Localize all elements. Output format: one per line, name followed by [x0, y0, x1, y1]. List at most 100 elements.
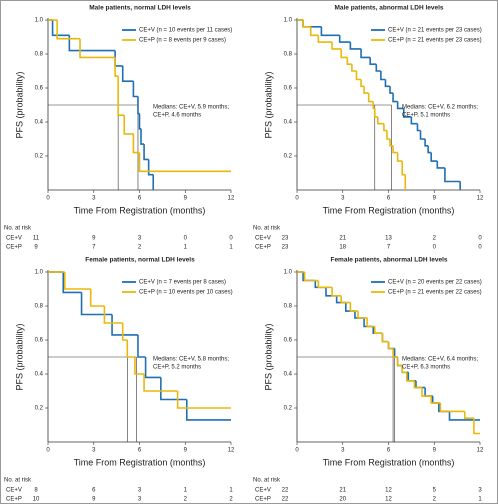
- survival-step: [405, 372, 415, 382]
- risk-value: 10: [33, 497, 40, 503]
- x-axis-label: Time From Registration (months): [323, 205, 455, 215]
- survival-step: [439, 402, 465, 413]
- survival-step: [314, 280, 326, 289]
- risk-value: 0: [433, 245, 437, 251]
- risk-row-label: CE+V: [255, 488, 271, 494]
- survival-step: [340, 48, 348, 59]
- panel-title: Female patients, normal LDH levels: [85, 257, 195, 264]
- y-tick-label: 1.0: [284, 270, 293, 276]
- survival-step: [143, 144, 149, 161]
- y-tick-label: 0.6: [35, 86, 44, 92]
- risk-value: 20: [339, 497, 346, 503]
- risk-row-label: CE+P: [6, 245, 22, 251]
- risk-value: 1: [478, 497, 482, 503]
- risk-value: 7: [387, 245, 391, 251]
- survival-step: [114, 57, 119, 77]
- risk-value: 3: [138, 488, 142, 494]
- survival-step: [383, 123, 387, 132]
- survival-step: [354, 311, 365, 319]
- median-annotation: CE+P, 6.3 months: [402, 365, 450, 371]
- survival-step: [121, 323, 128, 341]
- survival-step: [103, 306, 123, 324]
- risk-value: 23: [282, 236, 289, 242]
- y-tick-label: 0.4: [35, 120, 44, 126]
- y-axis-label: PFS (probability): [14, 71, 24, 138]
- risk-value: 2: [138, 245, 142, 251]
- median-annotation: Medians: CE+V, 5.9 months;: [153, 105, 229, 111]
- survival-step: [317, 35, 333, 43]
- risk-value: 21: [339, 236, 346, 242]
- x-tick-label: 12: [228, 448, 235, 454]
- risk-value: 18: [339, 245, 346, 251]
- y-tick-label: 0.8: [284, 304, 293, 310]
- survival-step: [114, 50, 123, 67]
- survival-step: [436, 161, 445, 169]
- survival-step: [393, 348, 398, 358]
- survival-step: [143, 374, 178, 392]
- legend-label: CE+V (n = 20 events per 22 cases): [388, 280, 482, 286]
- survival-step: [126, 340, 135, 358]
- risk-value: 13: [385, 236, 392, 242]
- survival-step: [421, 387, 432, 397]
- x-tick-label: 3: [341, 196, 345, 202]
- risk-row-label: CE+V: [6, 488, 22, 494]
- survival-step: [373, 108, 378, 118]
- risk-value: 2: [433, 497, 437, 503]
- survival-step: [363, 317, 374, 328]
- x-tick-label: 6: [387, 448, 391, 454]
- survival-step: [160, 377, 187, 401]
- survival-step: [375, 64, 381, 72]
- risk-value: 0: [184, 236, 188, 242]
- survival-step: [363, 86, 369, 94]
- survival-step: [303, 272, 319, 282]
- legend-label: CE+P (n = 10 events per 10 cases): [139, 290, 233, 296]
- survival-step: [320, 26, 340, 37]
- survival-step: [392, 93, 398, 103]
- panel-title: Female patients, abnormal LDH levels: [330, 257, 447, 264]
- survival-step: [349, 302, 358, 312]
- survival-step: [396, 152, 403, 162]
- survival-step: [392, 145, 398, 154]
- survival-step: [392, 348, 398, 358]
- survival-step: [140, 128, 145, 145]
- median-annotation: Medians: CE+V, 6.2 months;: [402, 105, 478, 111]
- x-tick-label: 0: [46, 448, 50, 454]
- survival-step: [317, 280, 333, 289]
- survival-step: [396, 101, 404, 110]
- survival-step: [430, 396, 441, 404]
- survival-step: [410, 116, 418, 125]
- risk-value: 9: [92, 497, 96, 503]
- survival-step: [384, 79, 391, 88]
- x-tick-label: 0: [46, 196, 50, 202]
- y-tick-label: 0.2: [35, 154, 44, 160]
- survival-step: [367, 93, 374, 103]
- survival-step: [387, 341, 395, 350]
- median-annotation: CE+P, 4.6 months: [153, 113, 201, 119]
- survival-step: [373, 326, 383, 335]
- survival-step: [137, 334, 146, 358]
- x-tick-label: 12: [477, 196, 484, 202]
- risk-value: 0: [478, 245, 482, 251]
- risk-value: 2: [433, 236, 437, 242]
- x-axis-label: Time From Registration (months): [323, 457, 455, 467]
- y-tick-label: 0.4: [35, 372, 44, 378]
- survival-step: [396, 357, 403, 367]
- x-tick-label: 3: [92, 448, 96, 454]
- risk-title: No. at risk: [4, 226, 32, 232]
- survival-step: [448, 411, 480, 421]
- x-tick-label: 0: [295, 196, 299, 202]
- y-tick-label: 0.2: [284, 406, 293, 412]
- survival-step: [340, 295, 351, 304]
- y-tick-label: 0.6: [35, 338, 44, 344]
- survival-step: [121, 65, 134, 82]
- survival-step: [138, 152, 231, 173]
- survival-step: [389, 139, 394, 147]
- x-axis-label: Time From Registration (months): [74, 205, 206, 215]
- y-axis-label: PFS (probability): [14, 323, 24, 390]
- survival-step: [419, 130, 426, 140]
- survival-step: [137, 96, 140, 115]
- risk-value: 12: [385, 488, 392, 494]
- survival-step: [144, 357, 161, 379]
- survival-step: [111, 314, 138, 336]
